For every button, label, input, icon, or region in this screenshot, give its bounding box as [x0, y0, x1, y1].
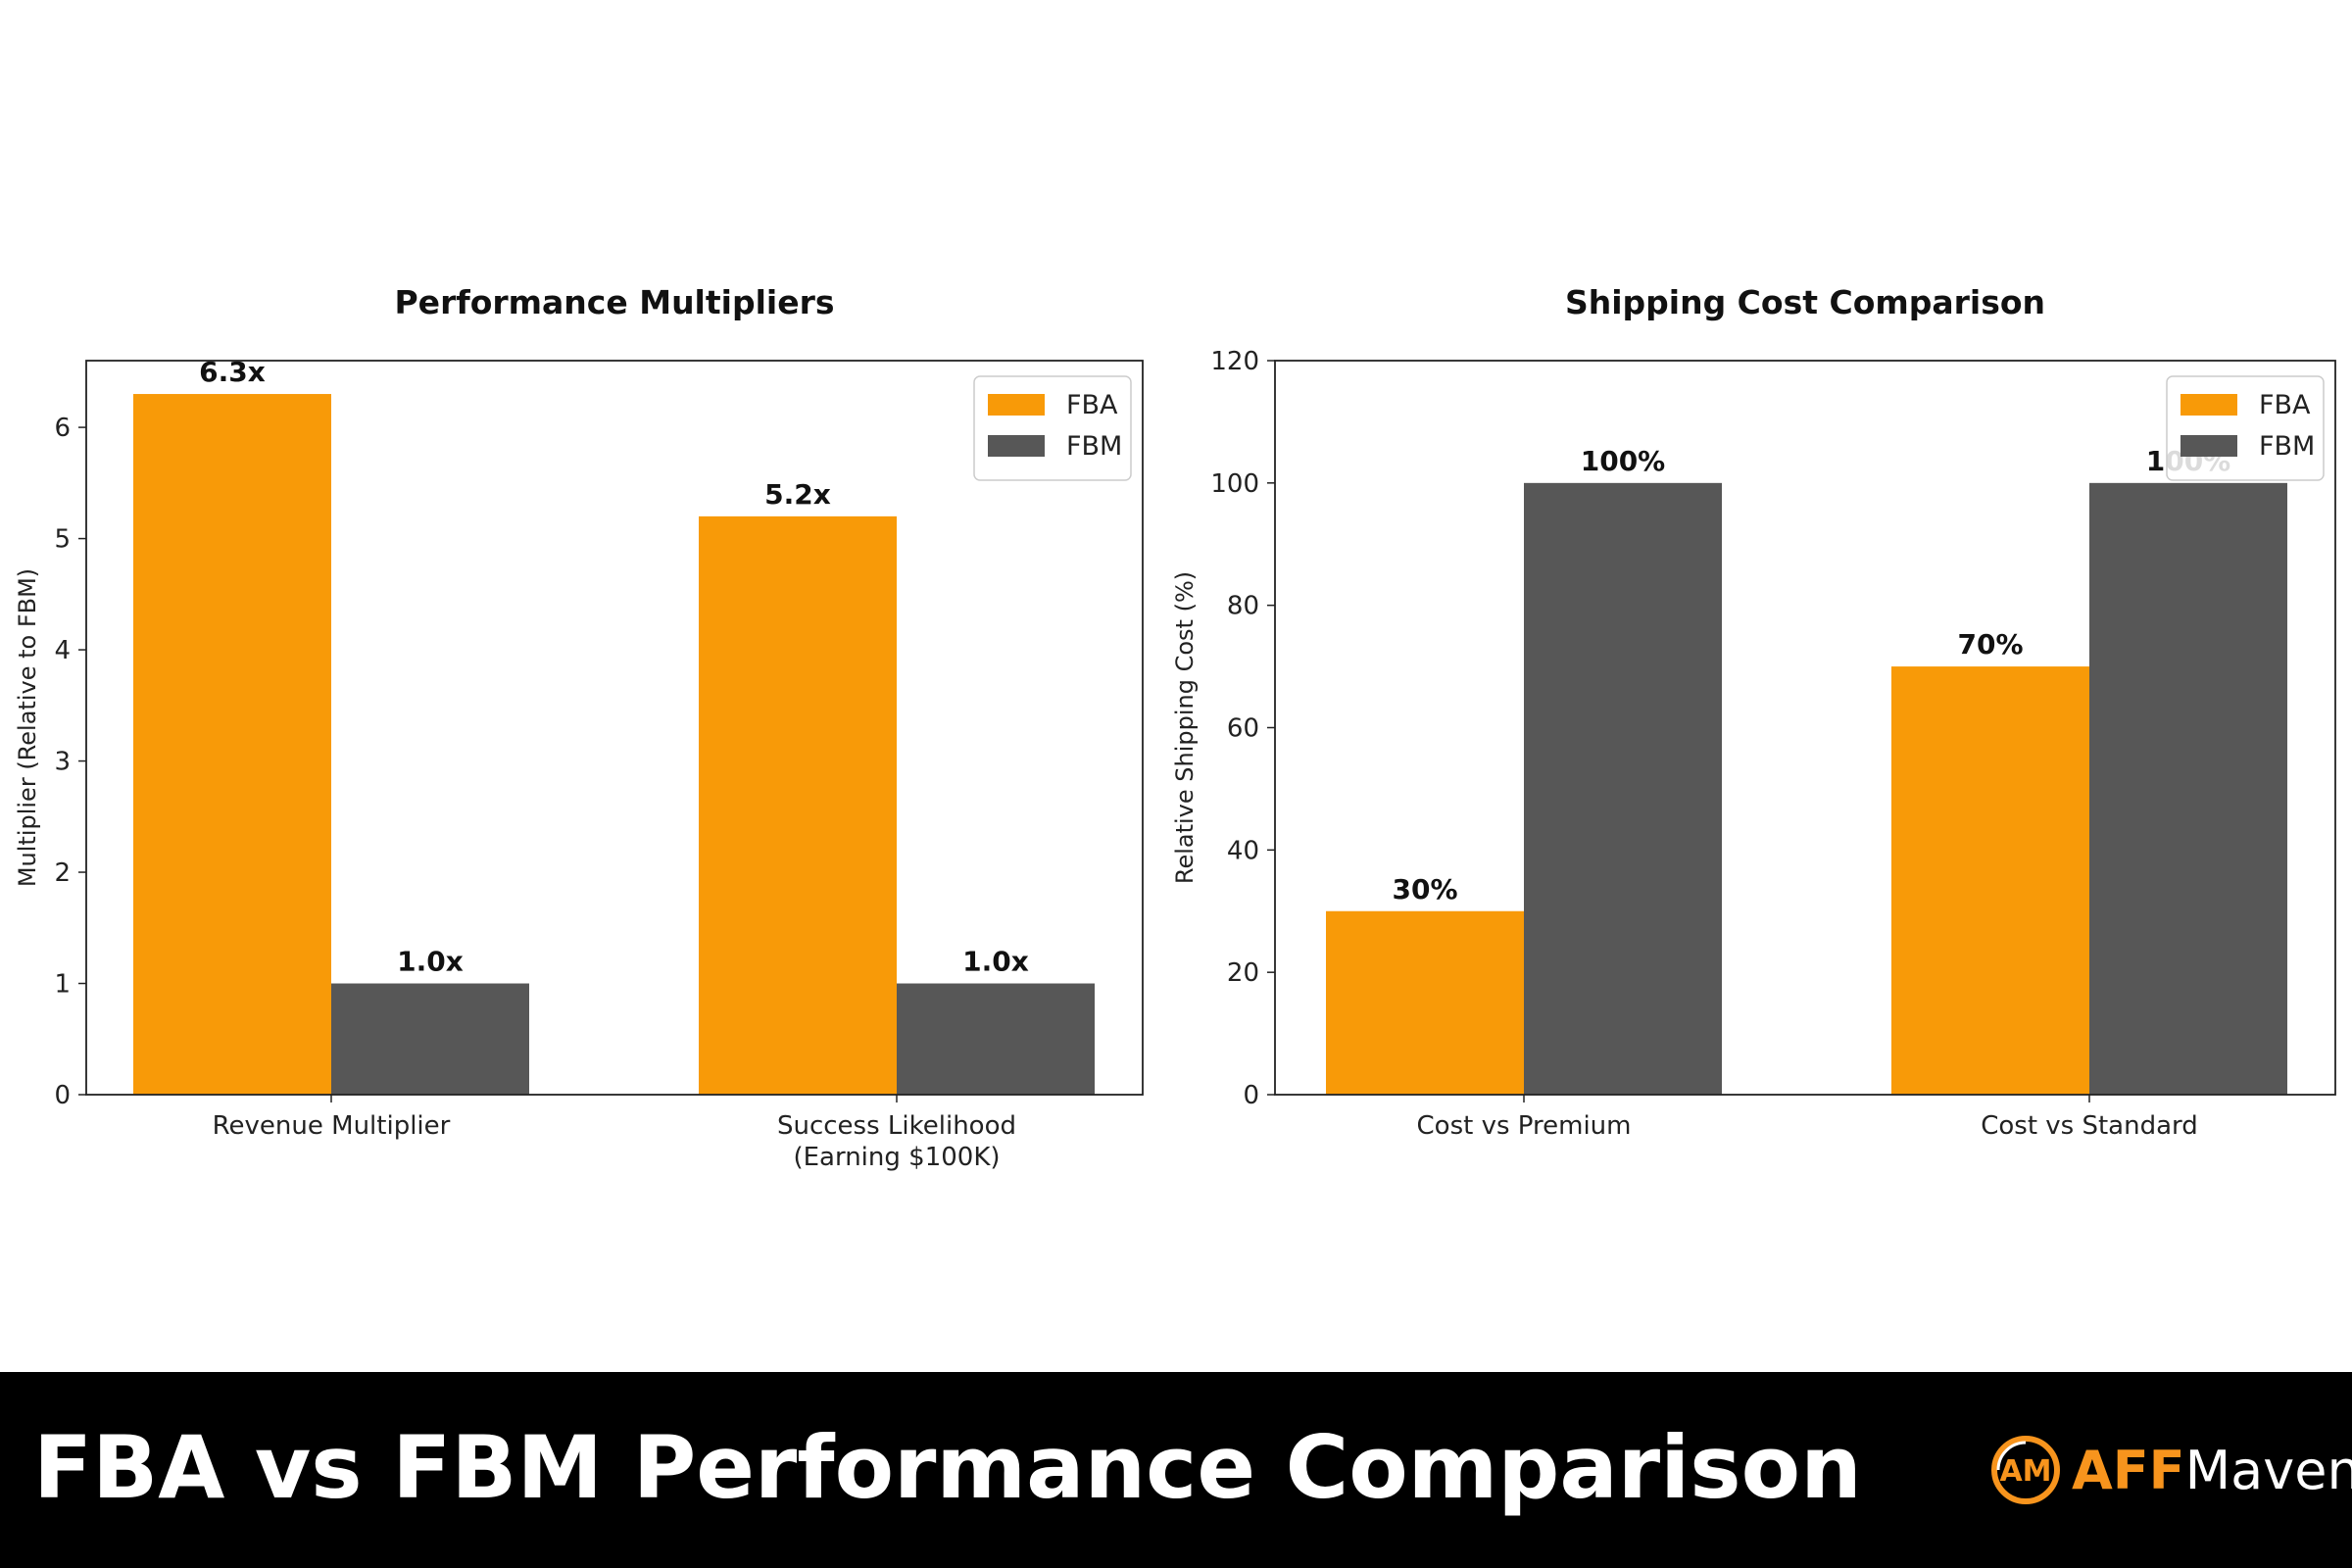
ship-data-label-fba-1: 70%: [1957, 628, 2023, 661]
perf-y-tick-label-2: 2: [54, 858, 71, 888]
perf-legend-swatch-fbm: [988, 435, 1045, 457]
perf-chart-title: Performance Multipliers: [395, 283, 835, 321]
perf-y-tick-label-0: 0: [54, 1081, 71, 1110]
page-title: FBA vs FBM Performance Comparison: [33, 1417, 1862, 1518]
ship-bar-fbm-0: [1524, 482, 1722, 1095]
perf-bar-fba-1: [699, 515, 897, 1095]
footer-banner: FBA vs FBM Performance Comparison AM AFF…: [0, 1372, 2352, 1568]
perf-x-tick-label-line-1-1: (Earning $100K): [793, 1143, 1000, 1172]
ship-legend-swatch-fba: [2180, 394, 2237, 416]
brand-logo-text: AM: [1999, 1454, 2051, 1489]
ship-x-tick-label-line-1-0: Cost vs Standard: [1981, 1111, 2198, 1141]
ship-y-tick-label-3: 60: [1227, 714, 1259, 744]
ship-y-tick-label-5: 100: [1210, 469, 1259, 499]
ship-bar-fba-1: [1891, 666, 2089, 1095]
perf-y-axis-label: Multiplier (Relative to FBM): [14, 568, 41, 887]
ship-bar-fbm-1: [2089, 482, 2287, 1095]
perf-y-tick-label-3: 3: [54, 748, 71, 777]
perf-legend-swatch-fba: [988, 394, 1045, 416]
perf-legend-label-fba: FBA: [1066, 390, 1118, 420]
ship-x-tick-label-1: Cost vs Standard: [1981, 1111, 2198, 1141]
ship-legend-label-fbm: FBM: [2259, 431, 2315, 462]
affmaven-logo-icon: AM: [1991, 1436, 2060, 1504]
ship-bar-fba-0: [1326, 910, 1524, 1095]
brand-logo-group: AM AFFMaven: [1989, 1431, 2352, 1509]
perf-bar-fba-0: [133, 394, 331, 1096]
ship-y-tick-label-4: 80: [1227, 592, 1259, 621]
perf-x-tick-label-1: Success Likelihood (Earning $100K): [777, 1111, 1016, 1172]
perf-y-tick-label-6: 6: [54, 414, 71, 443]
brand-name-maven: Maven: [2184, 1439, 2352, 1501]
perf-plot-frame: [85, 360, 1144, 1096]
perf-y-tick-label-4: 4: [54, 636, 71, 665]
perf-data-label-fba-1: 5.2x: [764, 478, 831, 511]
ship-y-tick-label-1: 20: [1227, 958, 1259, 988]
perf-x-tick-label-line-1-0: Success Likelihood: [777, 1111, 1016, 1141]
ship-y-tick-label-6: 120: [1210, 347, 1259, 376]
perf-legend-label-fbm: FBM: [1066, 431, 1122, 462]
perf-x-tick-label-line-0-0: Revenue Multiplier: [213, 1111, 451, 1141]
perf-y-tick-label-1: 1: [54, 970, 71, 1000]
ship-chart-title: Shipping Cost Comparison: [1565, 283, 2045, 321]
perf-bar-fbm-1: [897, 983, 1095, 1095]
ship-y-tick-label-2: 40: [1227, 836, 1259, 865]
ship-y-axis-label: Relative Shipping Cost (%): [1171, 571, 1199, 884]
brand-name-aff: AFF: [2072, 1439, 2185, 1501]
perf-x-tick-label-0: Revenue Multiplier: [213, 1111, 451, 1141]
ship-legend-swatch-fbm: [2180, 435, 2237, 457]
ship-legend-label-fba: FBA: [2259, 390, 2311, 420]
perf-y-tick-label-5: 5: [54, 525, 71, 555]
perf-bar-fbm-0: [331, 983, 529, 1095]
ship-data-label-fba-0: 30%: [1392, 873, 1457, 906]
ship-x-tick-label-0: Cost vs Premium: [1417, 1111, 1632, 1141]
brand-name: AFFMaven: [2072, 1440, 2352, 1501]
ship-x-tick-label-line-0-0: Cost vs Premium: [1417, 1111, 1632, 1141]
ship-data-label-fbm-0: 100%: [1581, 445, 1666, 477]
ship-plot-frame: [1274, 360, 2336, 1096]
ship-y-tick-label-0: 0: [1243, 1081, 1259, 1110]
perf-data-label-fbm-1: 1.0x: [962, 946, 1029, 978]
perf-data-label-fbm-0: 1.0x: [397, 946, 464, 978]
